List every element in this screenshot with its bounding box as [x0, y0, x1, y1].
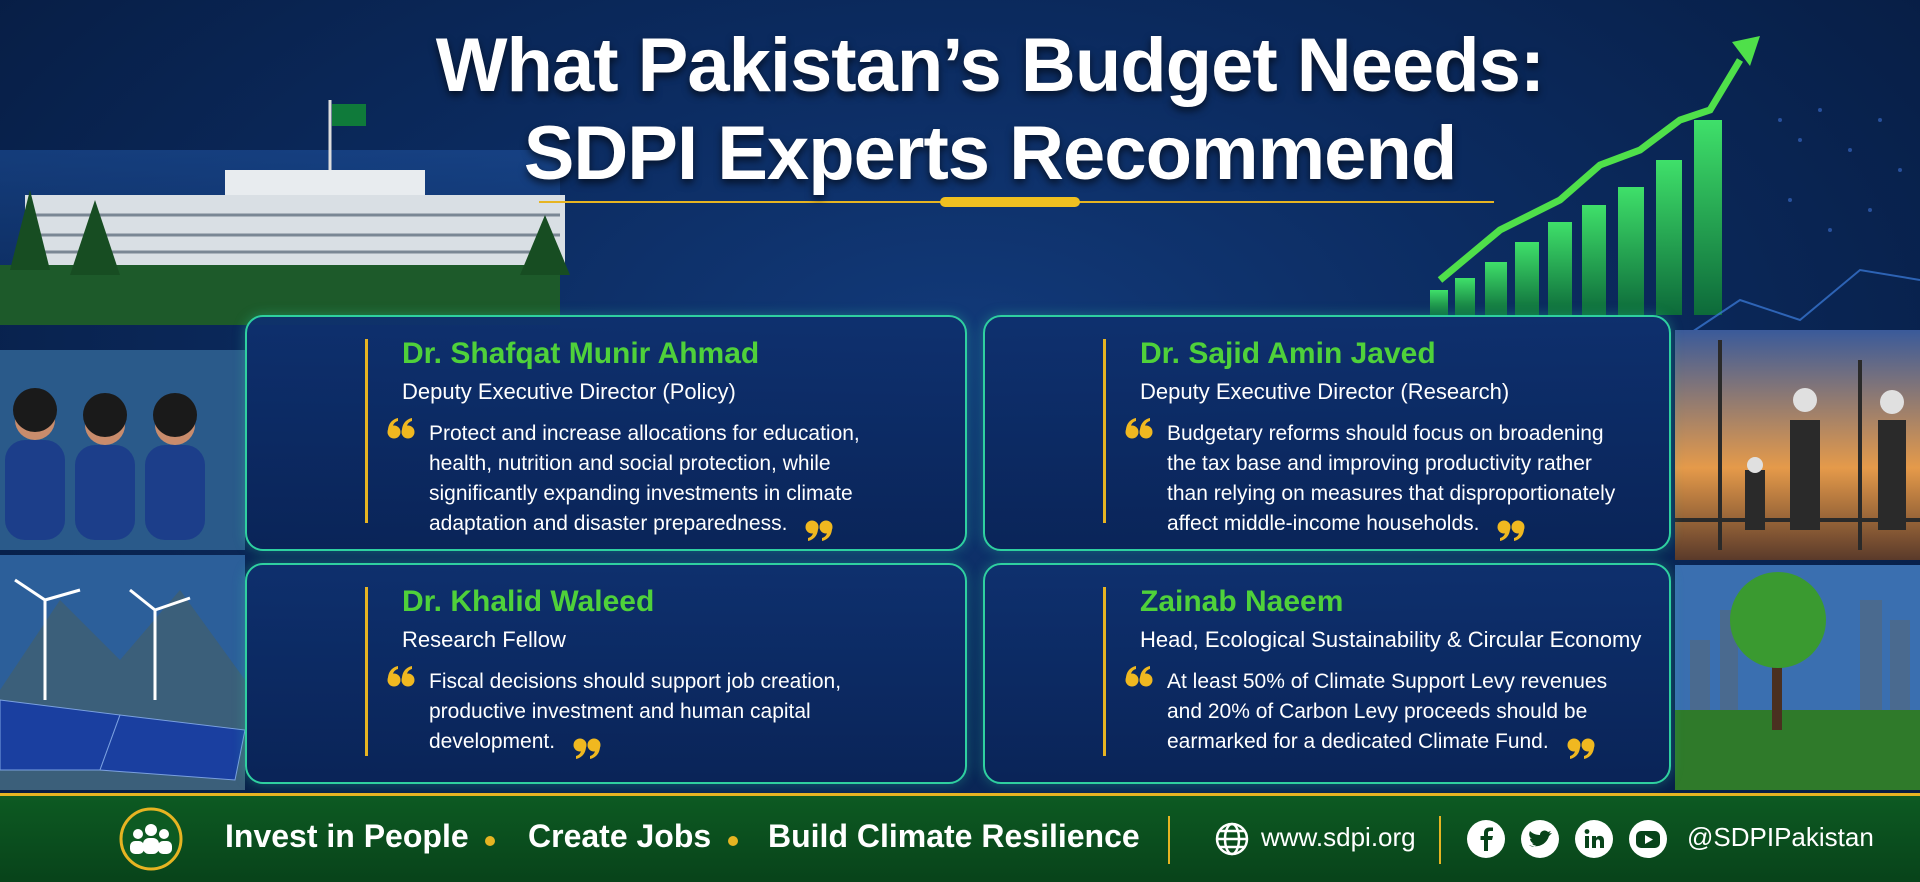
expert-name: Dr. Sajid Amin Javed: [1140, 337, 1436, 370]
pillar: Invest in People: [225, 818, 469, 854]
globe-icon: [1215, 822, 1249, 856]
close-quote: [1497, 520, 1525, 541]
accent-bar: [1103, 339, 1106, 523]
green-city-photo: [1675, 565, 1920, 790]
open-quote: [387, 418, 415, 439]
expert-name: Dr. Shafqat Munir Ahmad: [402, 337, 760, 370]
close-quote: [1567, 738, 1595, 759]
twitter-icon[interactable]: [1521, 820, 1559, 858]
close-quote: [573, 738, 601, 759]
open-quote: [387, 666, 415, 687]
youtube-icon[interactable]: [1629, 820, 1667, 858]
expert-quote: Fiscal decisions should support job crea…: [429, 670, 842, 753]
expert-role: Research Fellow: [402, 627, 566, 652]
title-rule-accent: [940, 197, 1080, 207]
students-photo: [0, 350, 245, 550]
social-icons: [1467, 820, 1667, 858]
expert-name: Zainab Naeem: [1140, 585, 1344, 618]
title-line: What Pakistan’s Budget Needs:: [435, 23, 1545, 108]
separator-dot: [728, 836, 738, 846]
linkedin-icon[interactable]: [1575, 820, 1613, 858]
expert-role: Deputy Executive Director (Research): [1140, 379, 1510, 404]
expert-card: Dr. Khalid Waleed Research Fellow Fiscal d…: [245, 563, 967, 784]
divider: [1439, 816, 1441, 864]
pillar: Create Jobs: [528, 818, 712, 854]
open-quote: [1125, 666, 1153, 687]
open-quote: [1125, 418, 1153, 439]
expert-quote: Budgetary reforms should focus on broade…: [1167, 422, 1616, 535]
expert-card: Zainab Naeem Head, Ecological Sustainabil…: [983, 563, 1671, 784]
divider: [1168, 816, 1170, 864]
renewables-photo: [0, 555, 246, 790]
footer: Invest in People Create Jobs Build Clima…: [0, 793, 1920, 882]
expert-quote: At least 50% of Climate Support Levy rev…: [1167, 670, 1608, 753]
people-icon: [119, 807, 183, 871]
social-handle[interactable]: @SDPIPakistan: [1687, 822, 1874, 852]
close-quote: [805, 520, 833, 541]
pillar: Build Climate Resilience: [768, 818, 1140, 854]
accent-bar: [1103, 587, 1106, 756]
accent-bar: [365, 587, 368, 756]
expert-role: Deputy Executive Director (Policy): [402, 379, 736, 404]
title-line: SDPI Experts Recommend: [523, 111, 1458, 196]
website[interactable]: www.sdpi.org: [1261, 822, 1416, 852]
facebook-icon[interactable]: [1467, 820, 1505, 858]
expert-quote: Protect and increase allocations for edu…: [429, 422, 860, 535]
expert-card: Dr. Shafqat Munir Ahmad Deputy Executive …: [245, 315, 967, 551]
growth-illustration: [1430, 36, 1920, 341]
separator-dot: [485, 836, 495, 846]
construction-photo: [1675, 330, 1920, 560]
expert-name: Dr. Khalid Waleed: [402, 585, 655, 618]
expert-role: Head, Ecological Sustainability & Circul…: [1140, 627, 1642, 652]
expert-card: Dr. Sajid Amin Javed Deputy Executive Dir…: [983, 315, 1671, 551]
accent-bar: [365, 339, 368, 523]
